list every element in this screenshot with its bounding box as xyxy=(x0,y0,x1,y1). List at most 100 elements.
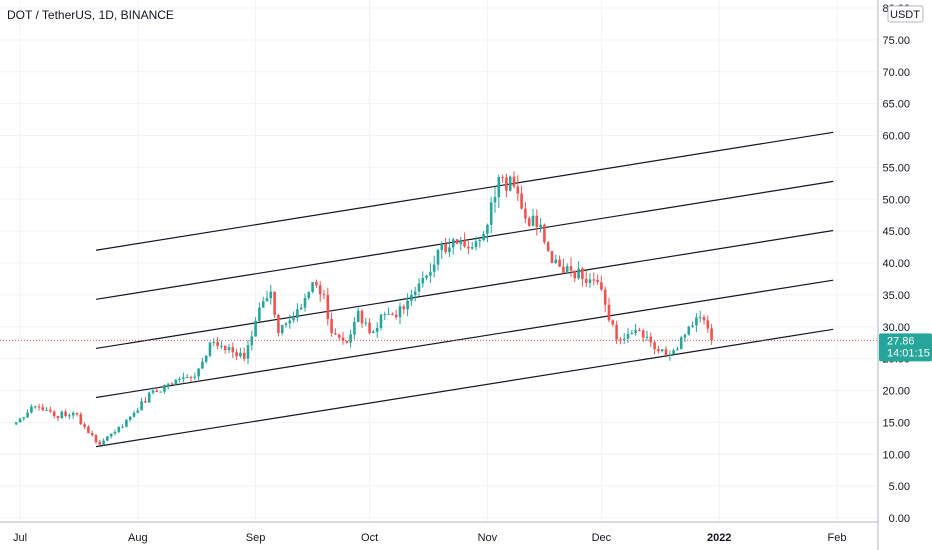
candle-body xyxy=(440,243,444,250)
candle-body xyxy=(581,268,584,279)
candle-body xyxy=(102,440,105,445)
candle-body xyxy=(87,426,90,434)
candle-body xyxy=(455,239,459,244)
candle-body xyxy=(641,330,645,338)
candle-body xyxy=(634,329,637,334)
y-tick-label: 30.00 xyxy=(882,322,910,334)
candle-body xyxy=(558,259,561,267)
trend-channel-lines xyxy=(95,131,834,448)
candle-body xyxy=(83,424,86,427)
candle-body xyxy=(657,349,660,352)
candle-body xyxy=(296,309,299,318)
y-tick-label: 65.00 xyxy=(882,99,910,111)
candle-body xyxy=(220,345,223,347)
candle-body xyxy=(258,307,261,321)
channel-line[interactable] xyxy=(95,328,834,448)
candle-body xyxy=(520,193,523,209)
candle-body xyxy=(372,331,375,334)
candle-body xyxy=(429,271,432,276)
candle-body xyxy=(687,326,691,335)
candle-body xyxy=(508,176,512,191)
candle-body xyxy=(284,323,288,326)
candle-body xyxy=(204,355,208,362)
candle-body xyxy=(368,322,371,334)
candle-body xyxy=(94,435,98,442)
x-tick-label: Nov xyxy=(478,532,498,544)
candle-body xyxy=(326,294,330,320)
candle-body xyxy=(615,324,618,340)
currency-badge[interactable]: USDT xyxy=(887,5,924,23)
candle-body xyxy=(698,317,702,319)
channel-line[interactable] xyxy=(95,279,834,399)
candle-body xyxy=(71,412,75,416)
x-tick-label: Aug xyxy=(128,532,148,544)
candle-body xyxy=(387,313,390,315)
candle-body xyxy=(261,301,265,308)
candle-body xyxy=(467,246,470,249)
candle-body xyxy=(288,320,292,324)
grid-lines xyxy=(0,0,878,523)
candle-body xyxy=(60,411,64,418)
candle-body xyxy=(603,289,607,305)
candle-body xyxy=(505,177,508,191)
candle-body xyxy=(535,215,539,227)
y-tick-label: 40.00 xyxy=(882,258,910,270)
candle-body xyxy=(151,390,155,393)
candle-body xyxy=(197,368,200,377)
candle-body xyxy=(33,406,37,408)
candle-body xyxy=(26,412,29,418)
last-price-label: 27.86 14:01:15 xyxy=(879,333,932,362)
candle-body xyxy=(474,241,478,248)
y-tick-label: 60.00 xyxy=(882,131,910,143)
candle-body xyxy=(497,176,501,198)
candle-body xyxy=(691,325,694,327)
candle-body xyxy=(117,426,121,432)
candle-body xyxy=(64,411,67,416)
candle-body xyxy=(413,291,417,295)
candle-body xyxy=(683,334,687,338)
candle-body xyxy=(645,336,649,338)
candle-body xyxy=(113,431,117,434)
candle-body xyxy=(349,334,352,343)
channel-line[interactable] xyxy=(95,229,834,350)
candle-body xyxy=(375,327,379,332)
channel-line[interactable] xyxy=(95,131,834,251)
candle-body xyxy=(353,322,356,335)
candle-body xyxy=(584,278,588,283)
candle-body xyxy=(227,347,231,351)
candle-body xyxy=(90,433,94,436)
candle-body xyxy=(163,384,166,392)
candle-body xyxy=(201,361,204,369)
candle-body xyxy=(322,294,326,296)
candle-body xyxy=(444,243,447,253)
candle-body xyxy=(417,283,421,292)
candle-body xyxy=(166,383,170,385)
candle-body xyxy=(493,197,497,203)
candle-body xyxy=(125,419,128,427)
candle-body xyxy=(489,202,493,225)
candle-body xyxy=(573,270,577,279)
candle-body xyxy=(554,259,558,263)
last-price-countdown: 14:01:15 xyxy=(887,347,930,359)
candle-body xyxy=(265,298,269,302)
candle-body xyxy=(702,317,706,321)
candle-body xyxy=(501,176,504,178)
candle-body xyxy=(630,333,634,335)
candle-body xyxy=(451,239,455,248)
candle-body xyxy=(360,310,364,324)
candle-body xyxy=(30,406,33,413)
candle-body xyxy=(638,329,641,331)
candle-body xyxy=(318,285,322,295)
time-axis[interactable]: Jul Aug Sep Oct Nov Dec 2022 Feb xyxy=(13,532,847,544)
candle-body xyxy=(280,325,284,334)
candle-body xyxy=(478,240,482,242)
candle-body xyxy=(543,224,546,243)
candle-body xyxy=(121,426,124,428)
price-axis[interactable]: 0.005.0010.0015.0020.0025.0030.0035.0040… xyxy=(877,0,910,550)
candle-body xyxy=(425,275,428,278)
candle-body xyxy=(486,224,489,234)
candle-body xyxy=(470,247,474,249)
candle-body xyxy=(337,334,341,338)
candle-body xyxy=(216,342,219,347)
